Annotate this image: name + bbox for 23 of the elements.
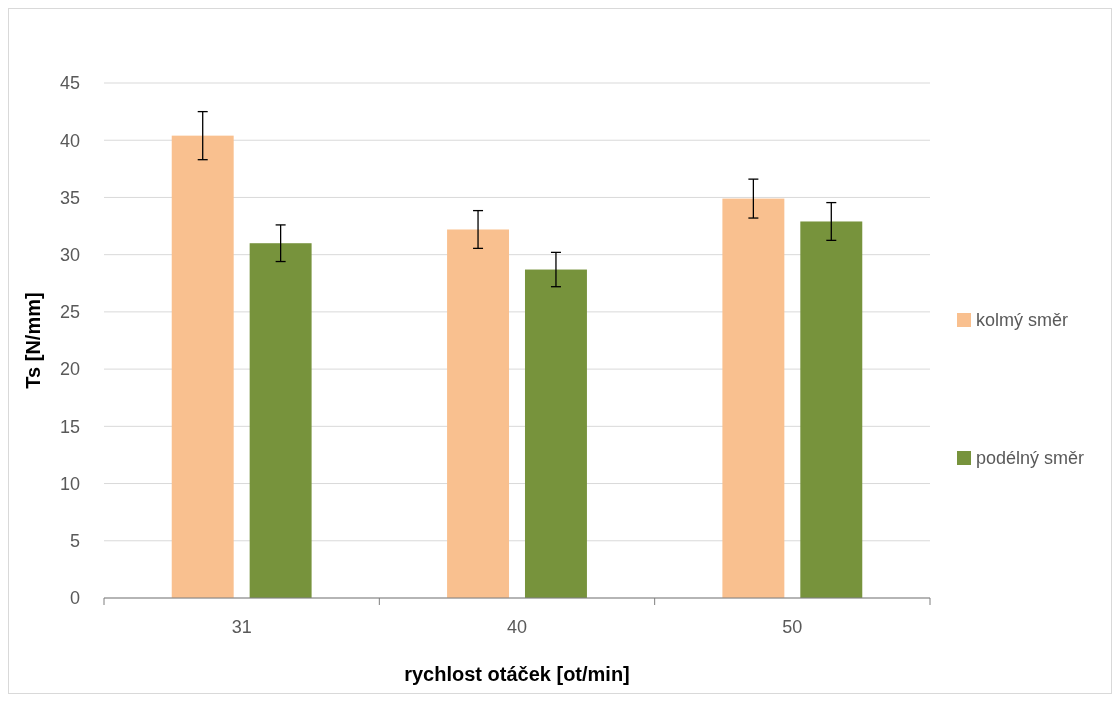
x-tick-label: 50 — [782, 617, 803, 637]
bar — [524, 269, 587, 598]
legend-label: kolmý směr — [976, 310, 1069, 331]
x-tick-label: 31 — [231, 617, 252, 637]
x-tick-label: 40 — [506, 617, 528, 637]
y-tick-label: 20 — [59, 359, 80, 380]
y-tick-label: 35 — [59, 187, 80, 208]
y-tick-label: 45 — [59, 73, 80, 94]
y-tick-label: 15 — [59, 416, 80, 437]
y-tick-label: 25 — [59, 302, 80, 323]
y-tick-label: 5 — [69, 531, 80, 552]
x-axis-title: rychlost otáček [ot/min] — [404, 663, 630, 685]
y-tick-label: 30 — [59, 244, 80, 265]
bar — [447, 229, 510, 598]
y-tick-label: 0 — [69, 588, 80, 609]
bar — [722, 198, 785, 598]
bar — [800, 221, 863, 598]
legend-label: podélný směr — [976, 448, 1085, 469]
y-axis-title: Ts [N/mm] — [22, 292, 44, 389]
bar — [249, 243, 312, 598]
y-tick-label: 10 — [59, 473, 80, 494]
y-tick-label: 40 — [59, 130, 80, 151]
bar — [171, 135, 234, 598]
